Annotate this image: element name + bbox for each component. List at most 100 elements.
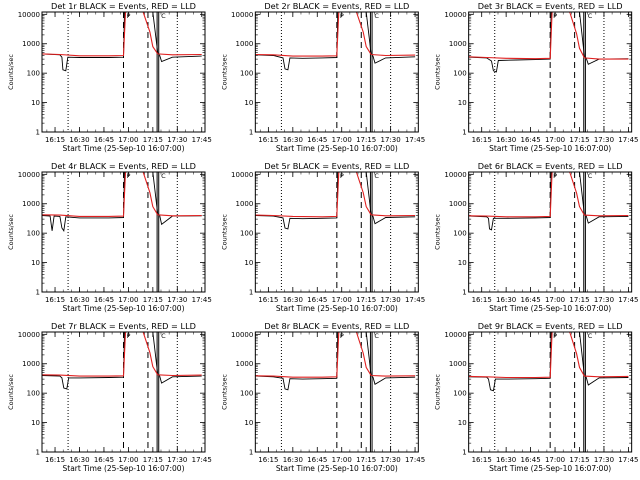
x-tick-label: 16:45 — [94, 456, 114, 464]
marker-label: C — [588, 172, 593, 180]
x-tick-label: 16:15 — [258, 296, 278, 304]
chart-title: Det 8r BLACK = Events, RED = LLD — [264, 321, 409, 331]
chart-panel: Det 9r BLACK = Events, RED = LLD 1 10 100 10… — [434, 321, 639, 473]
x-tick-label: 17:15 — [569, 456, 589, 464]
x-tick-label: 16:45 — [521, 456, 541, 464]
x-tick-label: 17:30 — [594, 296, 614, 304]
series-lld — [255, 172, 416, 218]
x-tick-label: 16:30 — [69, 296, 89, 304]
x-tick-label: 17:30 — [167, 296, 187, 304]
x-tick-label: 16:45 — [521, 296, 541, 304]
x-axis-label: Start Time (25-Sep-10 16:07:00) — [489, 464, 611, 473]
x-tick-label: 16:15 — [45, 456, 65, 464]
chart-title: Det 7r BLACK = Events, RED = LLD — [51, 321, 196, 331]
y-tick-label: 1000 — [236, 40, 254, 48]
y-tick-label: 10 — [458, 99, 467, 107]
x-tick-label: 16:30 — [69, 136, 89, 144]
y-tick-label: 10 — [458, 259, 467, 267]
x-tick-label: 17:00 — [332, 136, 352, 144]
series-events — [42, 172, 202, 233]
chart-title: Det 4r BLACK = Events, RED = LLD — [51, 161, 196, 171]
x-tick-label: 17:15 — [569, 296, 589, 304]
x-tick-label: 17:45 — [618, 296, 638, 304]
x-tick-label: 16:15 — [472, 296, 492, 304]
y-tick-label: 100 — [240, 230, 253, 238]
chart-panel: Det 4r BLACK = Events, RED = LLD 1 10 100 10… — [7, 161, 212, 313]
series-events — [255, 332, 416, 391]
x-tick-label: 17:00 — [118, 456, 138, 464]
marker-label: C — [161, 332, 166, 340]
plot-frame — [254, 11, 419, 133]
x-axis-label: Start Time (25-Sep-10 16:07:00) — [276, 304, 398, 313]
plot-frame — [41, 171, 206, 293]
marker-label: P — [340, 172, 344, 180]
y-tick-label: 10000 — [18, 171, 40, 179]
chart-panel: Det 6r BLACK = Events, RED = LLD 1 10 100 10… — [434, 161, 639, 313]
x-tick-label: 16:30 — [69, 456, 89, 464]
marker-label: P — [340, 332, 344, 340]
x-tick-label: 17:30 — [167, 456, 187, 464]
x-tick-label: 16:15 — [258, 136, 278, 144]
chart-title: Det 1r BLACK = Events, RED = LLD — [51, 1, 196, 11]
y-tick-label: 1000 — [22, 200, 40, 208]
x-tick-label: 17:30 — [594, 136, 614, 144]
marker-label: P — [553, 332, 557, 340]
x-axis-label: Start Time (25-Sep-10 16:07:00) — [63, 144, 185, 153]
x-tick-label: 16:30 — [283, 136, 303, 144]
series-lld — [255, 12, 416, 57]
marker-label: P — [340, 12, 344, 20]
x-tick-label: 17:30 — [594, 456, 614, 464]
series-events — [468, 172, 629, 231]
x-tick-label: 16:15 — [472, 136, 492, 144]
series-events — [42, 332, 202, 390]
plot-frame — [254, 331, 419, 453]
series-lld — [468, 12, 629, 60]
y-axis-label: Counts/sec — [434, 374, 442, 410]
y-tick-label: 100 — [27, 230, 40, 238]
y-tick-label: 1 — [249, 289, 253, 297]
y-axis-label: Counts/sec — [434, 214, 442, 250]
marker-label: C — [161, 12, 166, 20]
x-tick-label: 17:15 — [356, 136, 376, 144]
x-tick-label: 16:45 — [521, 136, 541, 144]
x-tick-label: 17:00 — [545, 456, 565, 464]
plot-frame — [468, 171, 633, 293]
series-lld — [42, 172, 202, 217]
x-tick-label: 17:00 — [545, 136, 565, 144]
x-tick-label: 16:45 — [307, 456, 327, 464]
chart-panel: Det 7r BLACK = Events, RED = LLD 1 10 100 10… — [7, 321, 212, 473]
y-tick-label: 100 — [453, 70, 466, 78]
x-tick-label: 17:00 — [332, 456, 352, 464]
plot-frame — [41, 331, 206, 453]
y-tick-label: 1 — [249, 449, 253, 457]
x-tick-label: 16:30 — [496, 456, 516, 464]
y-tick-label: 10 — [244, 259, 253, 267]
y-tick-label: 10000 — [18, 331, 40, 339]
marker-label: P — [553, 172, 557, 180]
marker-label: P — [553, 12, 557, 20]
y-axis-label: Counts/sec — [7, 54, 15, 90]
x-tick-label: 17:45 — [405, 296, 425, 304]
y-tick-label: 10 — [458, 419, 467, 427]
marker-label: P — [127, 172, 131, 180]
plot-frame — [468, 11, 633, 133]
chart-panel: Det 5r BLACK = Events, RED = LLD 1 10 100 10… — [220, 161, 425, 313]
x-tick-label: 17:15 — [569, 136, 589, 144]
x-tick-label: 17:45 — [405, 456, 425, 464]
y-tick-label: 10000 — [231, 331, 253, 339]
y-tick-label: 10000 — [444, 171, 466, 179]
y-tick-label: 1000 — [449, 360, 467, 368]
y-tick-label: 100 — [27, 70, 40, 78]
chart-panel: Det 1r BLACK = Events, RED = LLD 1 10 100 10… — [7, 1, 212, 153]
series-lld — [255, 332, 416, 378]
y-axis-label: Counts/sec — [220, 214, 228, 250]
y-tick-label: 10 — [31, 99, 40, 107]
y-tick-label: 1 — [36, 449, 40, 457]
x-tick-label: 17:45 — [618, 136, 638, 144]
y-tick-label: 10000 — [231, 11, 253, 19]
series-lld — [468, 332, 629, 379]
plot-frame — [254, 171, 419, 293]
y-tick-label: 1 — [36, 289, 40, 297]
x-tick-label: 17:45 — [192, 456, 212, 464]
x-tick-label: 16:15 — [45, 296, 65, 304]
